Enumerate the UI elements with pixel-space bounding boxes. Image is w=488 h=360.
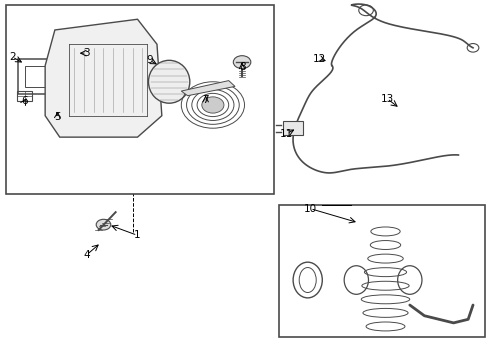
Polygon shape (181, 81, 235, 96)
Bar (283, 121, 302, 135)
Ellipse shape (148, 60, 189, 103)
Text: 7: 7 (202, 95, 208, 105)
Text: 4: 4 (83, 250, 90, 260)
Bar (278, 205, 484, 337)
Circle shape (96, 219, 111, 230)
Bar (6, 5, 273, 194)
Text: 1: 1 (134, 230, 141, 240)
Circle shape (233, 56, 250, 68)
Text: 11: 11 (280, 129, 293, 139)
Bar (18, 91, 32, 102)
Polygon shape (45, 19, 162, 137)
Text: 10: 10 (303, 203, 316, 213)
Text: 3: 3 (83, 48, 90, 58)
Text: 12: 12 (313, 54, 326, 64)
Text: 13: 13 (380, 94, 393, 104)
Text: 8: 8 (238, 63, 245, 72)
Circle shape (202, 97, 224, 113)
Text: 9: 9 (146, 55, 153, 65)
Text: 2: 2 (9, 52, 15, 62)
Bar (25, 66, 45, 87)
Bar (19, 59, 52, 94)
Text: 6: 6 (21, 96, 28, 107)
Text: 5: 5 (54, 112, 61, 122)
Circle shape (81, 50, 91, 57)
